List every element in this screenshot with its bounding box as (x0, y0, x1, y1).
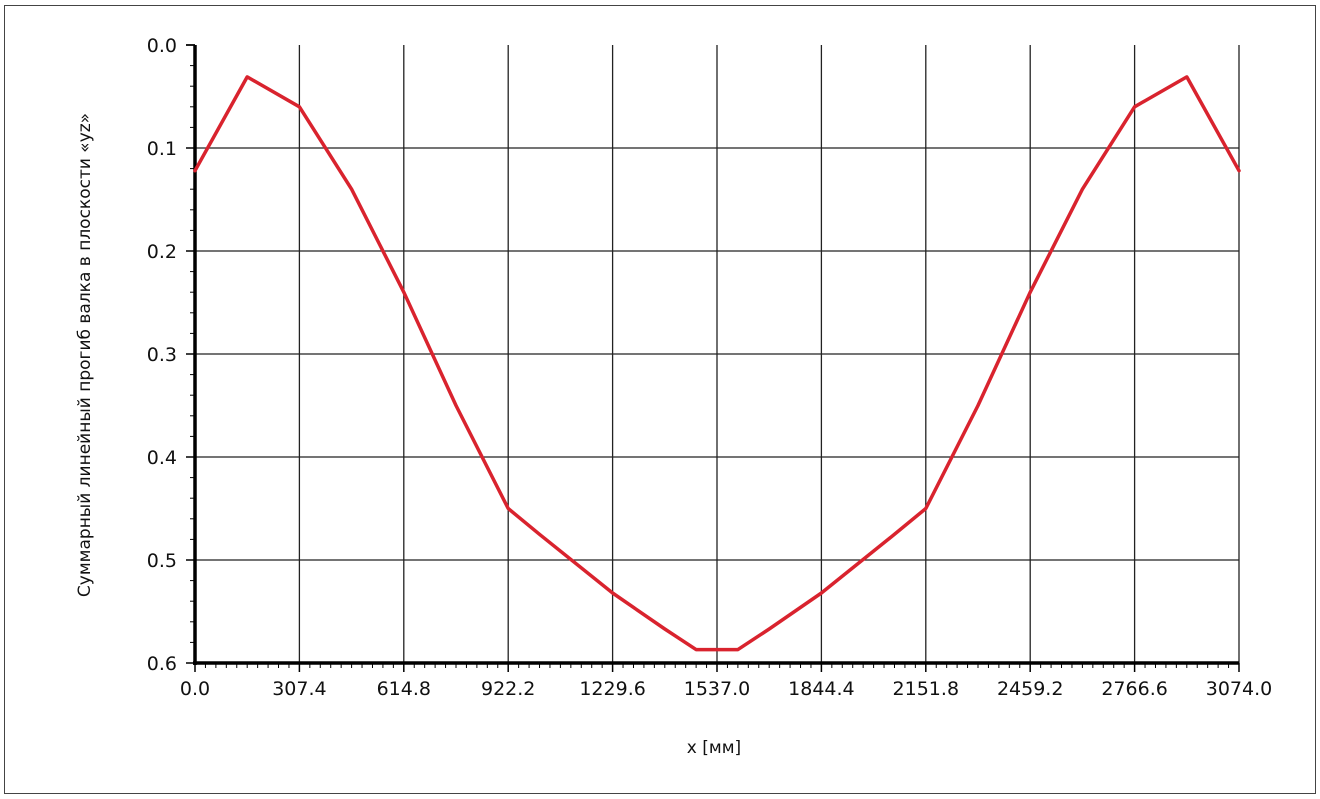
x-tick-label: 1844.4 (788, 678, 854, 700)
series (193, 75, 1241, 652)
y-tick-label: 0.2 (147, 241, 177, 263)
y-tick-label: 0.5 (147, 550, 177, 572)
x-axis-title: x [мм] (687, 738, 741, 758)
x-tick-label: 3074.0 (1206, 678, 1272, 700)
y-axis-title: Суммарный линейный прогиб валка в плоско… (75, 113, 95, 597)
y-tick-label: 0.1 (147, 138, 177, 160)
x-tick-label: 2459.2 (997, 678, 1063, 700)
series-line (193, 75, 1241, 652)
y-tick-label: 0.4 (147, 447, 177, 469)
axes (186, 44, 1239, 665)
x-tick-label: 0.0 (180, 678, 210, 700)
x-tick-label: 1537.0 (684, 678, 750, 700)
y-tick-label: 0.3 (147, 344, 177, 366)
grid (195, 45, 1240, 663)
x-tick-label: 1229.6 (579, 678, 645, 700)
x-tick-label: 614.8 (377, 678, 431, 700)
x-tick-label: 307.4 (272, 678, 326, 700)
x-tick-label: 2766.6 (1101, 678, 1167, 700)
x-tick-label: 2151.8 (893, 678, 959, 700)
minor-ticks (186, 44, 1240, 672)
y-tick-label: 0.6 (147, 653, 177, 675)
tick-labels: 0.0 307.4 614.8 922.2 1229.6 1537.0 1844.4 2151… (147, 35, 1272, 700)
x-tick-label: 922.2 (481, 678, 535, 700)
y-tick-label: 0.0 (147, 35, 177, 57)
